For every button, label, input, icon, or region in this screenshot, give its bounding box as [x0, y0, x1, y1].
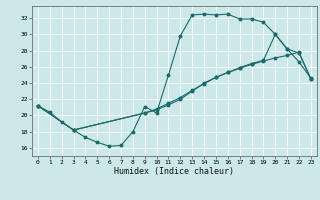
- X-axis label: Humidex (Indice chaleur): Humidex (Indice chaleur): [115, 167, 234, 176]
